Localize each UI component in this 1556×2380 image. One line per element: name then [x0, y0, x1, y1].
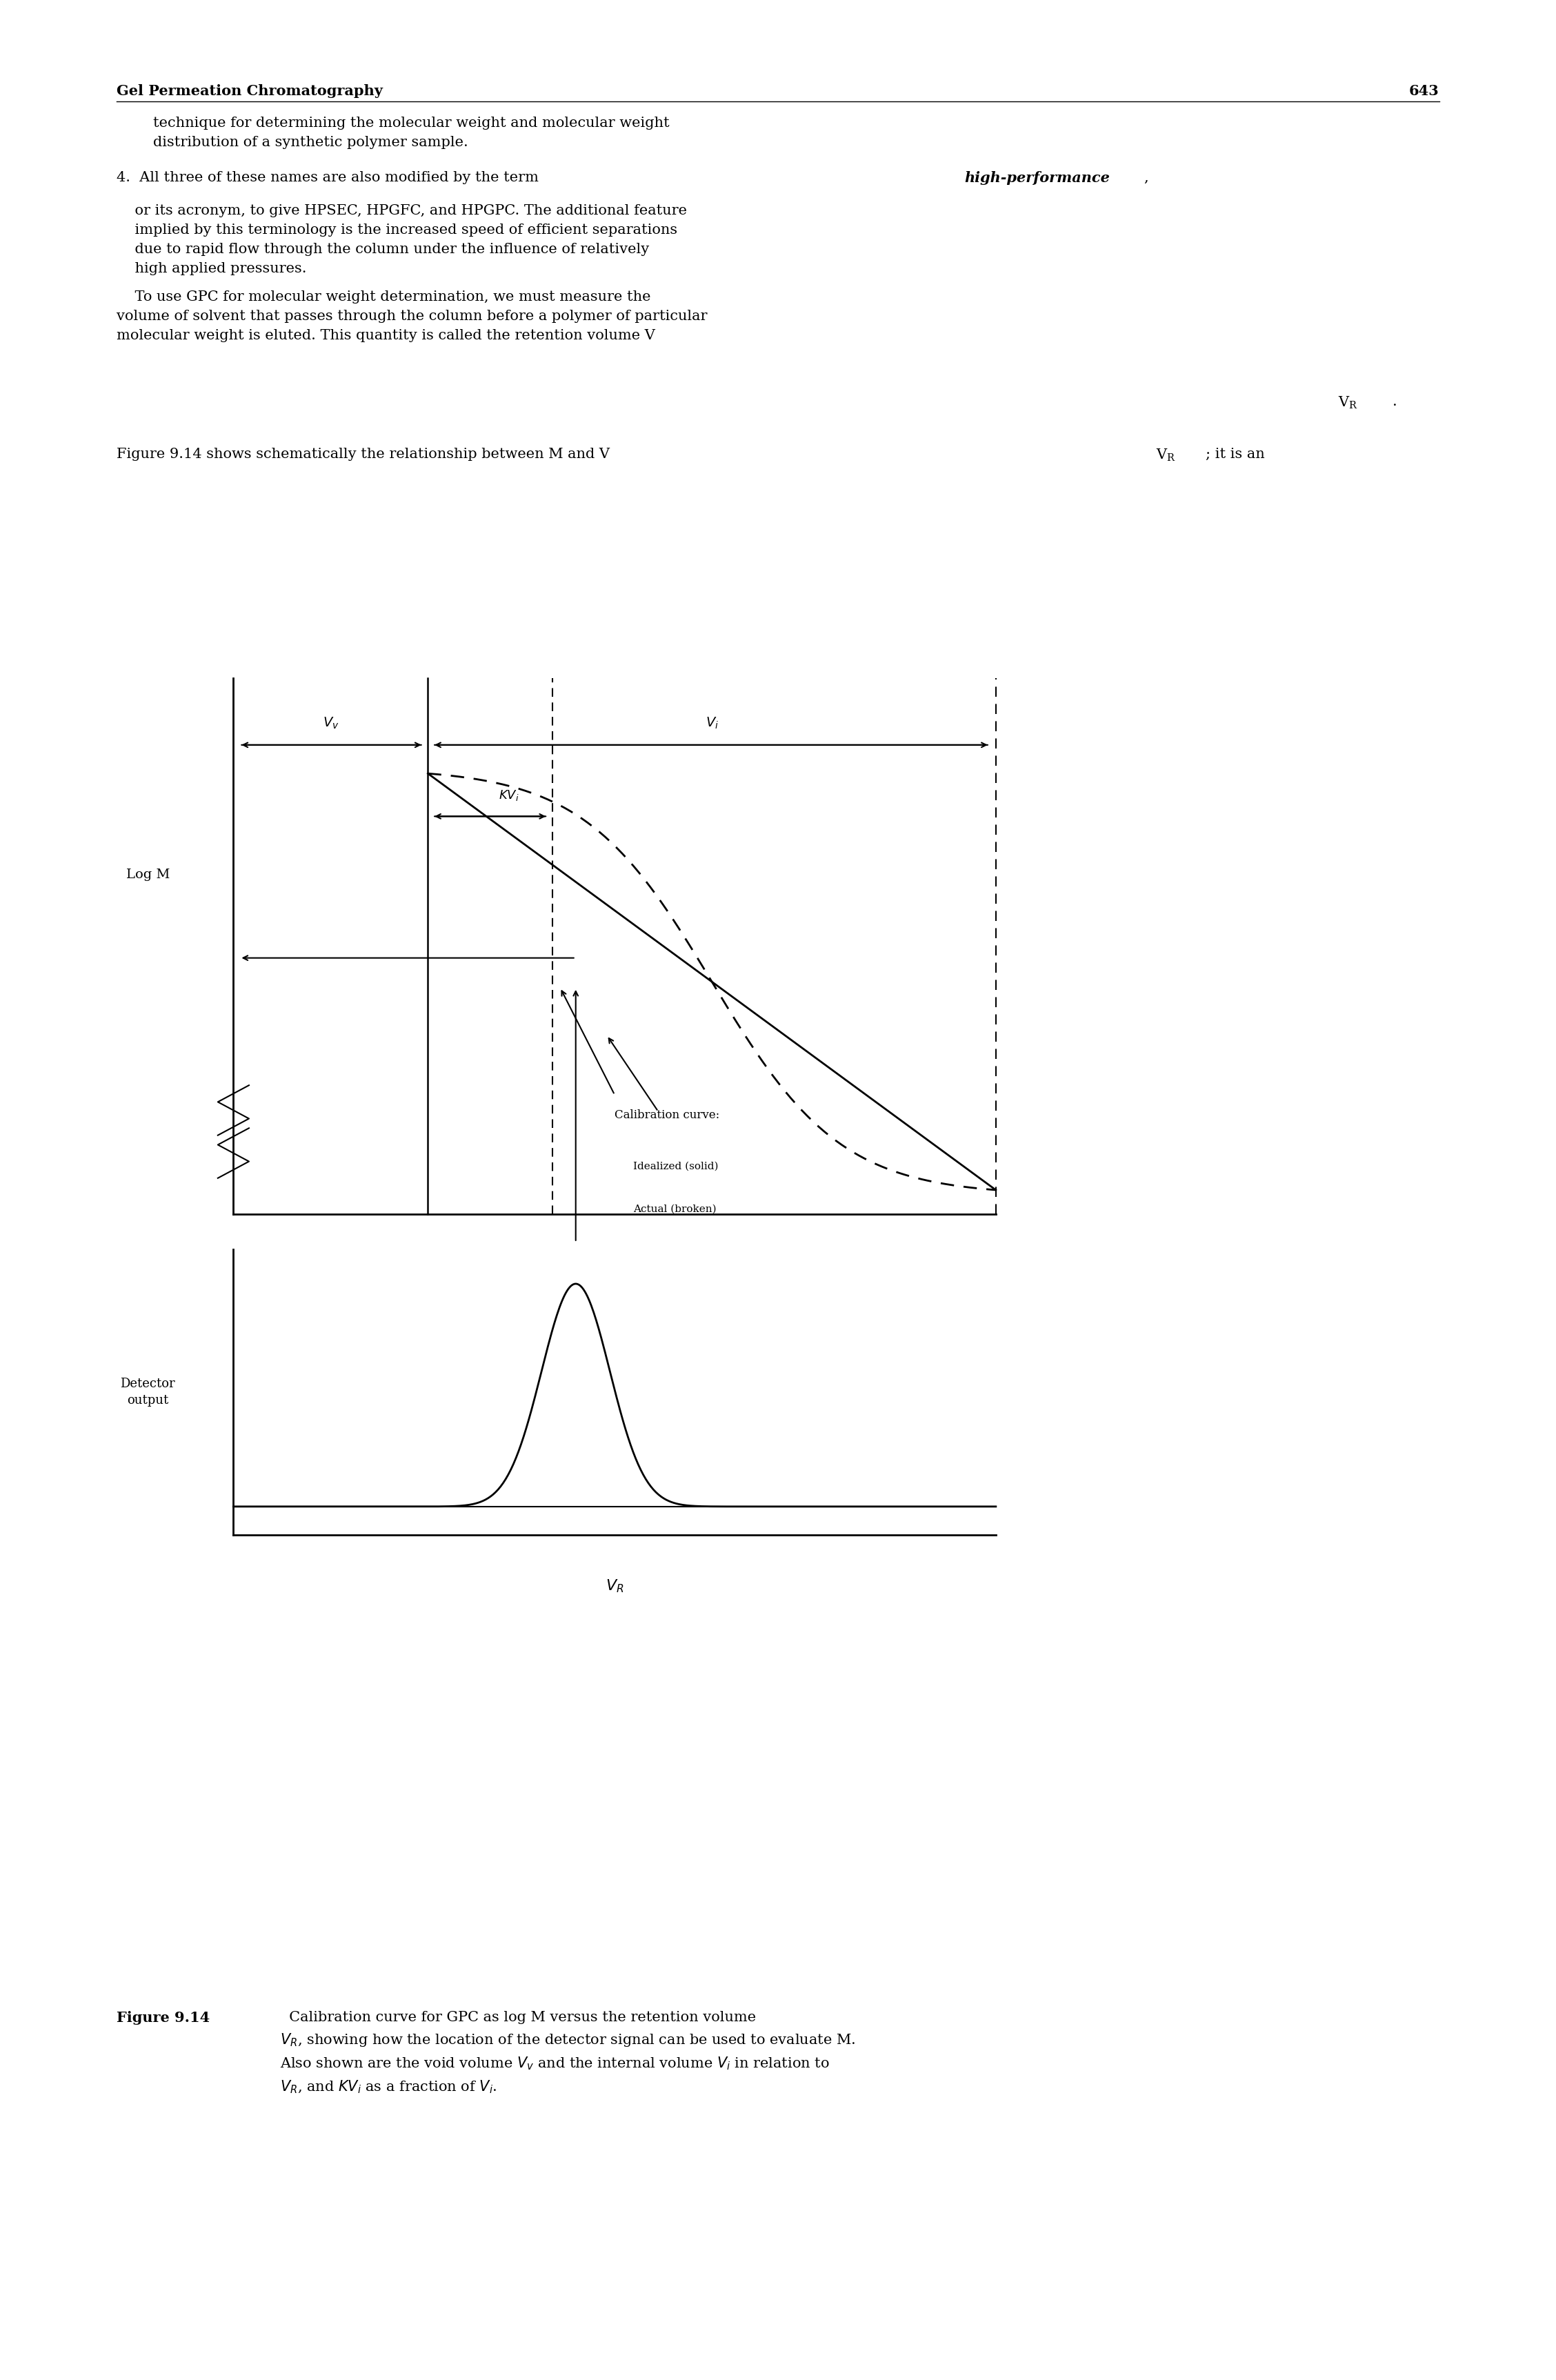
- Text: ; it is an: ; it is an: [1206, 447, 1265, 462]
- Text: Log M: Log M: [126, 869, 170, 881]
- Text: technique for determining the molecular weight and molecular weight
        dist: technique for determining the molecular …: [117, 117, 669, 150]
- Text: high-performance: high-performance: [965, 171, 1109, 186]
- Text: 643: 643: [1410, 83, 1439, 98]
- Text: $V_R$: $V_R$: [605, 1578, 624, 1595]
- Text: $\mathregular{V}_\mathregular{R}$: $\mathregular{V}_\mathregular{R}$: [1156, 447, 1176, 464]
- Text: Figure 9.14 shows schematically the relationship between M and V: Figure 9.14 shows schematically the rela…: [117, 447, 610, 462]
- Text: Calibration curve for GPC as log M versus the retention volume
$V_R$, showing ho: Calibration curve for GPC as log M versu…: [280, 2011, 856, 2094]
- Text: Calibration curve:: Calibration curve:: [615, 1109, 719, 1121]
- Text: Detector
output: Detector output: [120, 1378, 176, 1407]
- Text: $\mathregular{V}_\mathregular{R}$: $\mathregular{V}_\mathregular{R}$: [1338, 395, 1358, 412]
- Text: $V_i$: $V_i$: [705, 716, 719, 731]
- Text: Idealized (solid): Idealized (solid): [633, 1161, 719, 1171]
- Text: Actual (broken): Actual (broken): [633, 1204, 716, 1214]
- Text: Figure 9.14: Figure 9.14: [117, 2011, 210, 2025]
- Text: .: .: [1393, 395, 1397, 409]
- Text: To use GPC for molecular weight determination, we must measure the
volume of sol: To use GPC for molecular weight determin…: [117, 290, 708, 343]
- Text: Gel Permeation Chromatography: Gel Permeation Chromatography: [117, 83, 383, 98]
- Text: $KV_i$: $KV_i$: [498, 788, 520, 802]
- Text: $V_v$: $V_v$: [322, 716, 339, 731]
- Text: ,: ,: [1144, 171, 1148, 186]
- Text: or its acronym, to give HPSEC, HPGFC, and HPGPC. The additional feature
    impl: or its acronym, to give HPSEC, HPGFC, an…: [117, 205, 688, 276]
- Text: 4.  All three of these names are also modified by the term: 4. All three of these names are also mod…: [117, 171, 543, 186]
